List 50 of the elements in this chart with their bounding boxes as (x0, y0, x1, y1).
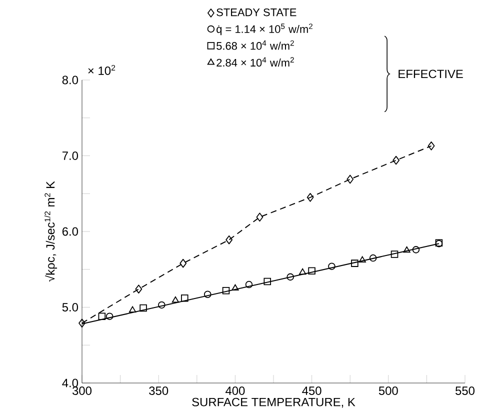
point (172, 296, 180, 303)
point (346, 174, 354, 184)
text: × 10$^{2}$ (88, 64, 116, 75)
point (369, 254, 377, 262)
point (306, 192, 314, 202)
y-axis-title: √kρc, J/sec$^{1/2}$ m$^{2}$ K (44, 181, 58, 282)
x-tick-label: 300 (72, 386, 92, 395)
point (98, 312, 106, 320)
point (245, 280, 253, 288)
legend-label: q̇ = 1.14 × 10$^{5}$ w/m$^{2}$ (216, 24, 312, 36)
point (286, 273, 294, 281)
x-tick-label: 550 (456, 386, 475, 395)
point (256, 212, 264, 222)
point (264, 278, 272, 286)
point (428, 141, 435, 150)
text: EFFECTIVE (398, 70, 463, 78)
point (403, 246, 410, 253)
point (226, 235, 233, 244)
point (140, 304, 147, 312)
y-tick-label: 8.0 (62, 76, 78, 84)
y-tick-label: 7.0 (62, 152, 78, 160)
point (222, 286, 230, 294)
point (308, 267, 316, 275)
point (358, 256, 366, 263)
legend-label: 5.68 × 10$^{4}$ w/m$^{2}$ (216, 40, 294, 50)
point (299, 268, 306, 275)
point (129, 306, 136, 313)
point (106, 312, 114, 320)
x-axis-title: SURFACE TEMPERATURE, K (192, 398, 356, 408)
point (158, 301, 166, 309)
point (204, 290, 212, 298)
point (351, 260, 358, 267)
y-tick-label: 6.0 (62, 227, 78, 236)
point (181, 294, 188, 302)
point (180, 258, 187, 268)
x-tick-label: 500 (378, 386, 398, 395)
point (392, 156, 400, 165)
x-tick-label: 450 (302, 386, 322, 395)
point (390, 250, 398, 258)
legend-label: 2.84 × 10$^{4}$ w/m$^{2}$ (216, 57, 294, 67)
point (232, 284, 239, 291)
x-tick-label: 350 (149, 386, 168, 395)
x-tick-label: 400 (226, 386, 245, 395)
y-tick-label: 5.0 (62, 303, 78, 312)
point (412, 246, 420, 254)
point (135, 284, 142, 294)
point (328, 262, 336, 270)
y-tick-label: 4.0 (62, 378, 78, 388)
point (78, 318, 86, 328)
legend-label: STEADY STATE (216, 8, 296, 16)
